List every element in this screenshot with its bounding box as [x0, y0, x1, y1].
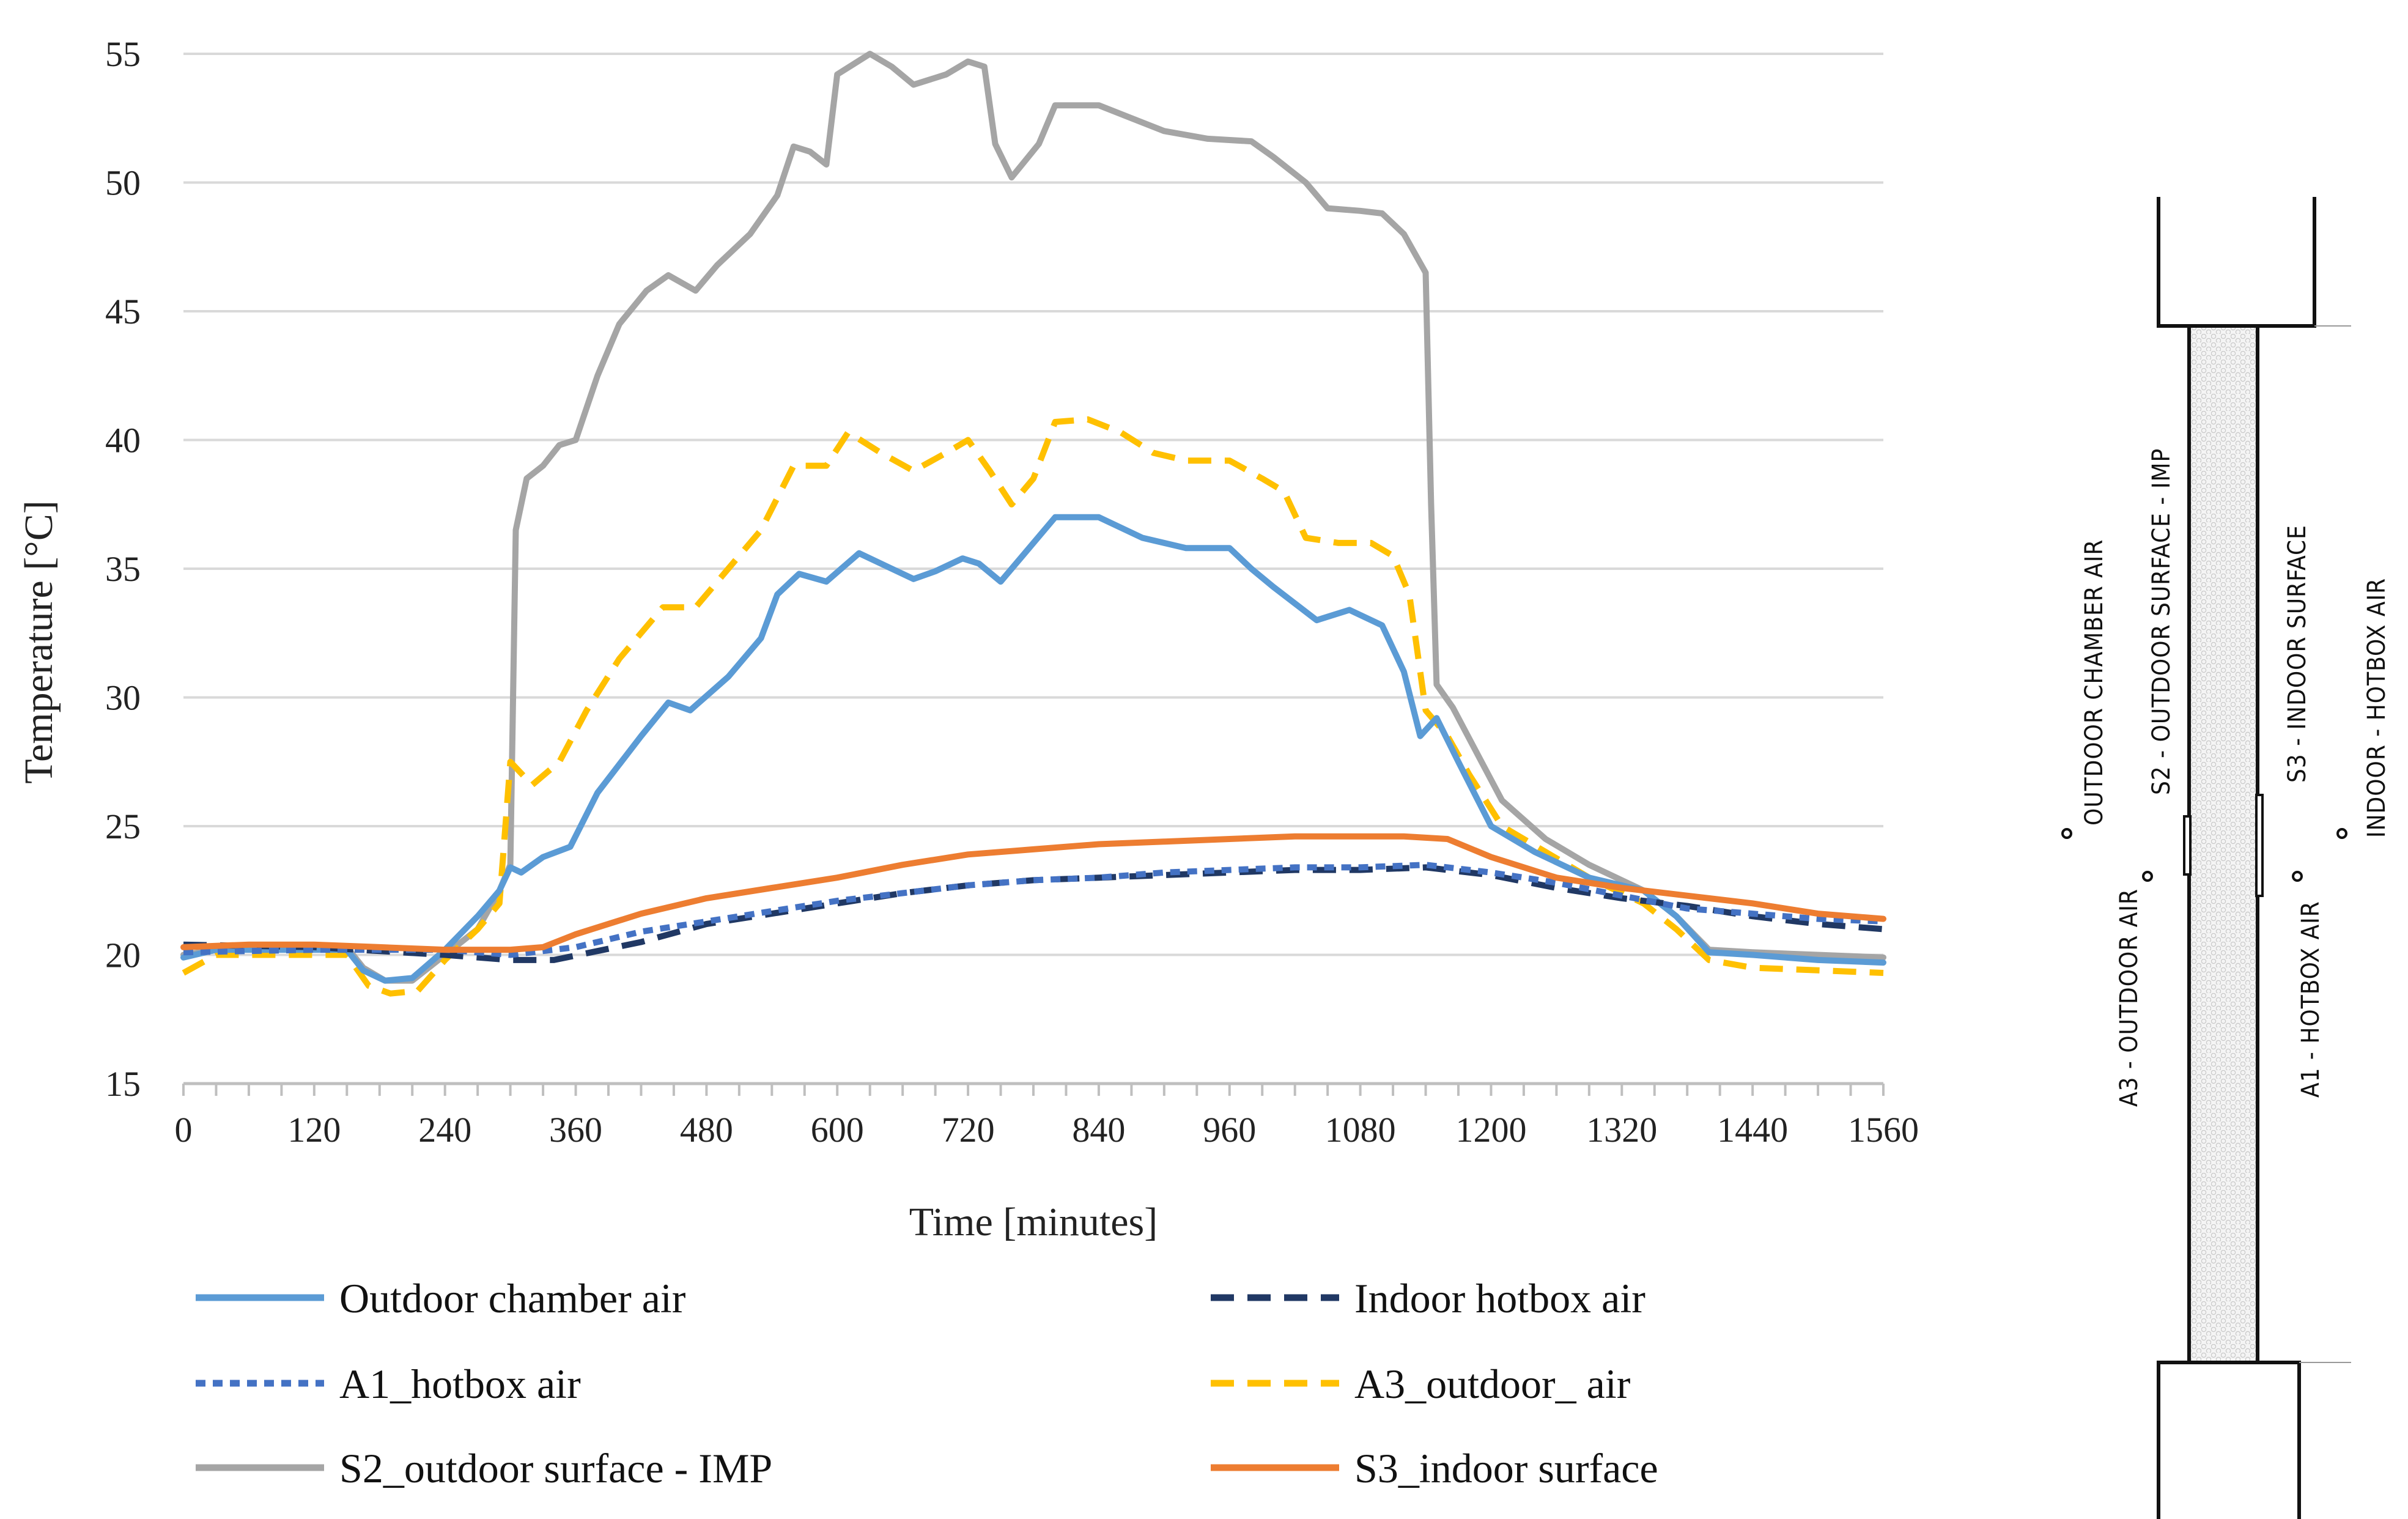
indoor-hotbox-air-sensor	[2336, 828, 2347, 839]
temperature-chart: 15 20 25 30 35 40 45 50 55 0 120 240 360 480 600 720 84…	[17, 34, 1919, 1491]
x-tick-label: 600	[811, 1110, 864, 1150]
series-line-3	[183, 862, 1884, 958]
a3-outdoor-air-sensor	[2142, 871, 2153, 882]
y-tick-label: 15	[105, 1064, 141, 1104]
top-chamber-outline	[2157, 197, 2316, 328]
series-line-5	[180, 51, 1886, 984]
s2-sensor-plate	[2183, 815, 2192, 876]
y-tick-label: 35	[105, 549, 141, 589]
label-a1-hotbox-air: A1 - HOTBOX AIR	[2297, 901, 2325, 1098]
legend: Outdoor chamber air Indoor hotbox air A1_h…	[196, 1275, 1658, 1491]
series-lines	[180, 51, 1886, 997]
legend-label: A1_hotbox air	[339, 1361, 581, 1407]
y-axis-label: Temperature [°C]	[17, 500, 61, 783]
legend-label: S2_outdoor surface - IMP	[339, 1445, 772, 1491]
s3-sensor-plate	[2255, 794, 2264, 897]
x-tick-label: 120	[287, 1110, 341, 1150]
x-tick-label: 0	[175, 1110, 193, 1150]
a1-hotbox-air-sensor	[2292, 871, 2303, 882]
x-tick-label: 360	[549, 1110, 602, 1150]
series-line-1	[180, 514, 1886, 984]
x-tick-label: 1320	[1586, 1110, 1657, 1150]
legend-label: S3_indoor surface	[1354, 1445, 1658, 1491]
label-s2-outdoor-surface: S2 - OUTDOOR SURFACE - IMP	[2148, 448, 2176, 795]
label-s3-indoor-surface: S3 - INDOOR SURFACE	[2283, 525, 2311, 783]
legend-label: Indoor hotbox air	[1354, 1275, 1645, 1321]
x-tick-label: 1200	[1455, 1110, 1526, 1150]
wall-diagram: OUTDOOR CHAMBER AIR A3 - OUTDOOR AIR S2 …	[2061, 197, 2391, 1519]
x-axis-ticks: 0 120 240 360 480 600 720 840 960 1080 1200 1320 144…	[175, 1110, 1919, 1150]
x-tick-label: 840	[1072, 1110, 1125, 1150]
x-tick-label: 480	[680, 1110, 733, 1150]
y-tick-label: 40	[105, 421, 141, 460]
y-tick-label: 30	[105, 678, 141, 718]
y-tick-label: 20	[105, 936, 141, 975]
y-tick-label: 25	[105, 807, 141, 846]
legend-label: A3_outdoor_ air	[1354, 1361, 1631, 1407]
x-tick-label: 1440	[1717, 1110, 1788, 1150]
y-tick-label: 45	[105, 292, 141, 331]
series-line-6	[180, 833, 1886, 953]
label-indoor-hotbox-air: INDOOR - HOTBOX AIR	[2363, 578, 2391, 838]
gridlines	[183, 53, 1883, 956]
series-line-4	[182, 416, 1884, 997]
bottom-chamber-outline	[2157, 1361, 2301, 1519]
legend-label: Outdoor chamber air	[339, 1275, 686, 1321]
label-a3-outdoor-air: A3 - OUTDOOR AIR	[2115, 889, 2143, 1107]
y-axis-ticks: 15 20 25 30 35 40 45 50 55	[105, 34, 141, 1104]
x-axis-label: Time [minutes]	[909, 1200, 1158, 1244]
x-tick-label: 1080	[1325, 1110, 1396, 1150]
x-tick-label: 1560	[1848, 1110, 1919, 1150]
x-tick-label: 240	[418, 1110, 471, 1150]
x-tick-label: 720	[942, 1110, 995, 1150]
y-tick-label: 55	[105, 34, 141, 74]
y-tick-label: 50	[105, 163, 141, 203]
outdoor-chamber-air-sensor	[2061, 828, 2072, 839]
insulation-panel	[2187, 324, 2259, 1364]
x-tick-label: 960	[1203, 1110, 1256, 1150]
label-outdoor-chamber-air: OUTDOOR CHAMBER AIR	[2080, 539, 2108, 826]
axes	[182, 1082, 1885, 1096]
